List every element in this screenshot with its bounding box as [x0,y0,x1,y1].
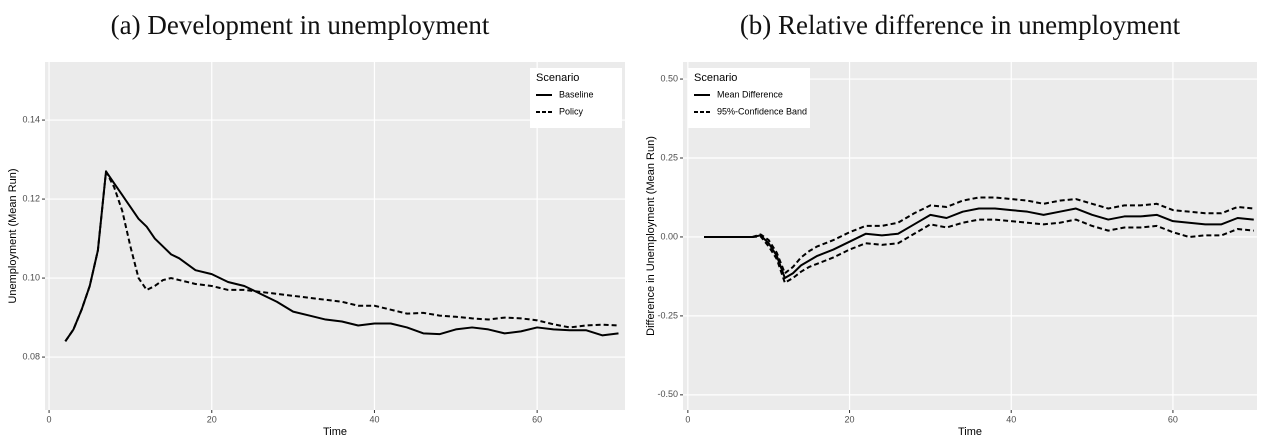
x-axis-label: Time [958,426,982,438]
x-tick-label: 0 [685,414,690,424]
chart-title: (b) Relative difference in unemployment [740,10,1181,40]
data-line [64,170,619,342]
y-tick-label: 0.25 [660,152,678,162]
y-tick-label: -0.50 [657,389,678,399]
y-axis-label: Unemployment (Mean Run) [7,168,19,303]
x-tick-label: 40 [369,414,379,424]
x-tick-label: 60 [1168,414,1178,424]
y-tick-label: 0.00 [660,231,678,241]
data-line [704,196,1254,275]
y-axis-label: Difference in Unemployment (Mean Run) [645,136,657,336]
legend-title: Scenario [536,72,579,84]
legend-label: Baseline [559,89,594,99]
y-tick-label: 0.10 [22,272,40,282]
y-tick-label: 0.12 [22,193,40,203]
x-tick-label: 60 [532,414,542,424]
x-tick-label: 40 [1006,414,1016,424]
y-tick-label: 0.14 [22,114,40,124]
x-tick-label: 20 [845,414,855,424]
y-tick-label: 0.50 [660,73,678,83]
legend-box [530,68,622,128]
x-tick-label: 20 [207,414,217,424]
legend-label: Mean Difference [717,89,783,99]
data-line [704,218,1254,284]
y-tick-label: 0.08 [22,351,40,361]
x-axis-label: Time [323,426,347,438]
x-tick-label: 0 [47,414,52,424]
legend-label: Policy [559,106,584,116]
legend-label: 95%-Confidence Band [717,106,807,116]
legend-box [688,68,810,128]
legend-title: Scenario [694,72,737,84]
data-line [704,207,1254,279]
chart-title: (a) Development in unemployment [111,10,490,40]
y-tick-label: -0.25 [657,310,678,320]
